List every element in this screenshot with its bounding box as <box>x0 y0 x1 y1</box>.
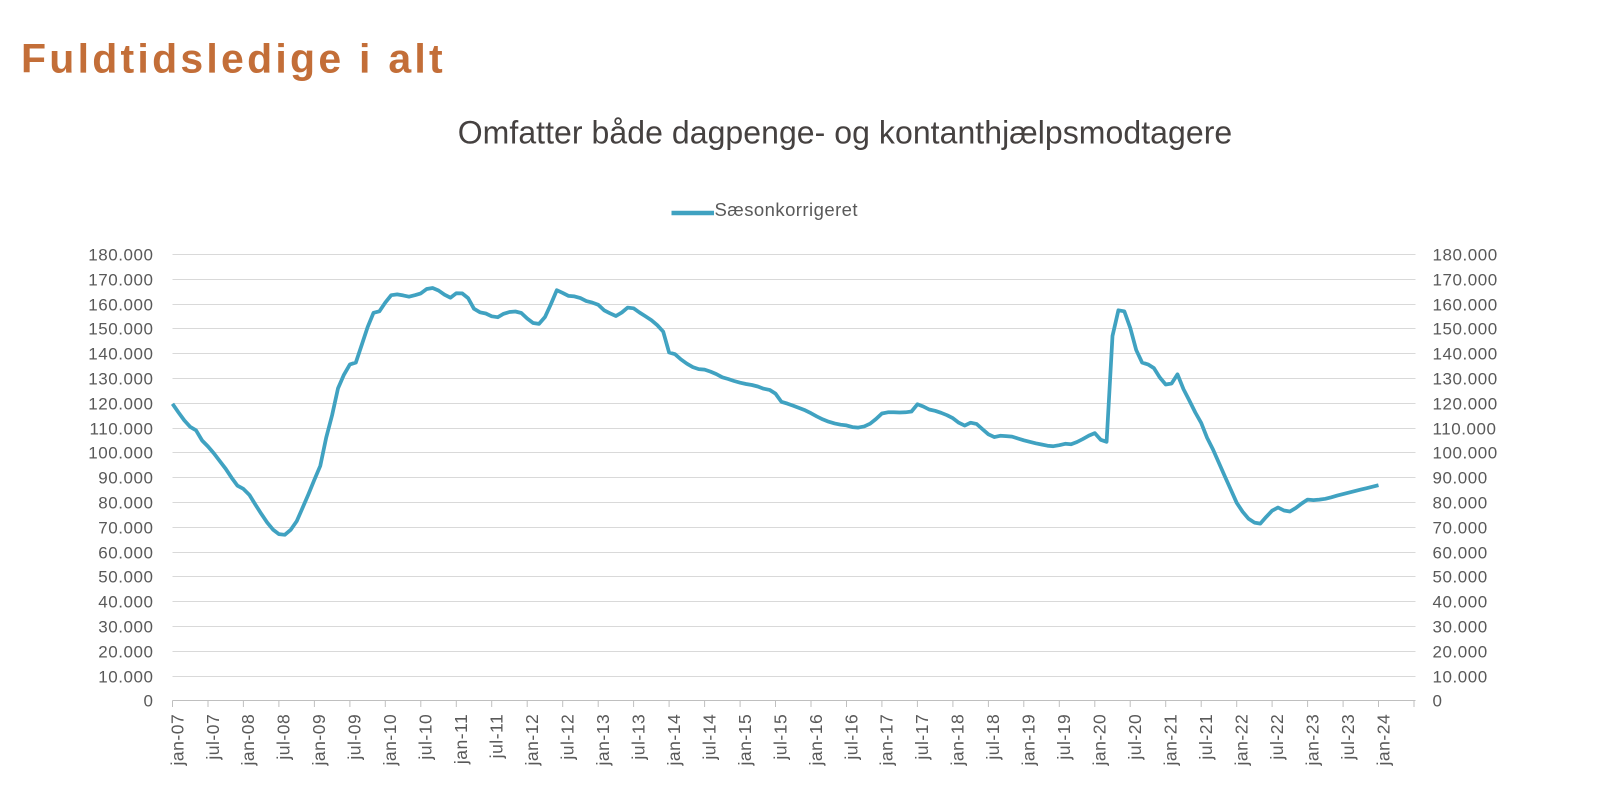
svg-text:0: 0 <box>143 692 153 711</box>
svg-text:Fuldtidsledige i alt: Fuldtidsledige i alt <box>21 36 446 82</box>
svg-text:40.000: 40.000 <box>98 593 153 612</box>
svg-text:80.000: 80.000 <box>1433 494 1488 513</box>
svg-text:0: 0 <box>1433 692 1443 711</box>
svg-text:jan-07: jan-07 <box>167 714 187 767</box>
svg-text:jan-15: jan-15 <box>735 714 755 767</box>
svg-text:120.000: 120.000 <box>1433 395 1498 414</box>
svg-text:80.000: 80.000 <box>98 494 153 513</box>
svg-text:jul-22: jul-22 <box>1267 714 1287 761</box>
svg-text:jul-16: jul-16 <box>841 714 861 761</box>
svg-text:jul-15: jul-15 <box>770 714 790 761</box>
svg-text:10.000: 10.000 <box>98 668 153 687</box>
svg-text:180.000: 180.000 <box>88 246 153 265</box>
svg-text:Omfatter både dagpenge- og kon: Omfatter både dagpenge- og kontanthjælps… <box>458 114 1233 150</box>
svg-text:30.000: 30.000 <box>98 618 153 637</box>
svg-text:180.000: 180.000 <box>1433 246 1498 265</box>
svg-text:120.000: 120.000 <box>88 395 153 414</box>
svg-text:60.000: 60.000 <box>98 544 153 563</box>
svg-text:jan-17: jan-17 <box>877 714 897 767</box>
svg-text:jul-11: jul-11 <box>487 714 507 760</box>
svg-text:jan-10: jan-10 <box>380 714 400 767</box>
svg-text:jul-09: jul-09 <box>345 714 365 761</box>
svg-text:jul-21: jul-21 <box>1196 714 1216 761</box>
svg-text:jan-14: jan-14 <box>664 714 684 767</box>
svg-text:jan-08: jan-08 <box>238 714 258 767</box>
svg-text:jan-11: jan-11 <box>451 714 471 765</box>
svg-text:60.000: 60.000 <box>1433 544 1488 563</box>
svg-text:jul-08: jul-08 <box>274 714 294 761</box>
svg-text:160.000: 160.000 <box>88 296 153 315</box>
svg-text:jul-10: jul-10 <box>416 714 436 761</box>
svg-text:70.000: 70.000 <box>1433 519 1488 538</box>
svg-text:jul-07: jul-07 <box>203 714 223 761</box>
svg-text:jul-23: jul-23 <box>1338 714 1358 761</box>
svg-text:jan-12: jan-12 <box>522 714 542 767</box>
svg-text:90.000: 90.000 <box>98 469 153 488</box>
svg-text:150.000: 150.000 <box>1433 320 1498 339</box>
svg-text:110.000: 110.000 <box>1433 420 1497 439</box>
svg-text:jan-22: jan-22 <box>1232 714 1252 767</box>
svg-text:jul-18: jul-18 <box>983 714 1003 761</box>
svg-text:jul-19: jul-19 <box>1054 714 1074 761</box>
svg-text:130.000: 130.000 <box>88 370 153 389</box>
svg-text:jan-16: jan-16 <box>806 714 826 767</box>
svg-text:170.000: 170.000 <box>1433 271 1498 290</box>
svg-text:40.000: 40.000 <box>1433 593 1488 612</box>
svg-text:jan-24: jan-24 <box>1373 714 1393 767</box>
svg-text:jan-18: jan-18 <box>948 714 968 767</box>
svg-text:jul-20: jul-20 <box>1125 714 1145 761</box>
svg-text:30.000: 30.000 <box>1433 618 1488 637</box>
svg-text:Sæsonkorrigeret: Sæsonkorrigeret <box>715 199 859 220</box>
svg-text:70.000: 70.000 <box>98 519 153 538</box>
svg-text:20.000: 20.000 <box>98 643 153 662</box>
svg-text:jul-17: jul-17 <box>912 714 932 761</box>
svg-text:140.000: 140.000 <box>88 345 153 364</box>
svg-text:jan-23: jan-23 <box>1302 714 1322 767</box>
svg-text:170.000: 170.000 <box>88 271 153 290</box>
svg-text:110.000: 110.000 <box>89 420 153 439</box>
svg-text:jan-09: jan-09 <box>309 714 329 767</box>
svg-text:jul-12: jul-12 <box>558 714 578 761</box>
svg-text:100.000: 100.000 <box>88 444 153 463</box>
svg-text:jan-19: jan-19 <box>1019 714 1039 767</box>
svg-text:10.000: 10.000 <box>1433 668 1488 687</box>
svg-text:jan-20: jan-20 <box>1090 714 1110 767</box>
svg-text:50.000: 50.000 <box>1433 568 1488 587</box>
svg-text:50.000: 50.000 <box>98 568 153 587</box>
svg-text:140.000: 140.000 <box>1433 345 1498 364</box>
svg-text:jan-21: jan-21 <box>1161 714 1181 767</box>
svg-text:jul-13: jul-13 <box>628 714 648 761</box>
svg-text:130.000: 130.000 <box>1433 370 1498 389</box>
svg-text:jul-14: jul-14 <box>699 714 719 761</box>
svg-text:jan-13: jan-13 <box>593 714 613 767</box>
svg-text:90.000: 90.000 <box>1433 469 1488 488</box>
svg-text:160.000: 160.000 <box>1433 296 1498 315</box>
svg-text:100.000: 100.000 <box>1433 444 1498 463</box>
svg-text:20.000: 20.000 <box>1433 643 1488 662</box>
svg-text:150.000: 150.000 <box>88 320 153 339</box>
